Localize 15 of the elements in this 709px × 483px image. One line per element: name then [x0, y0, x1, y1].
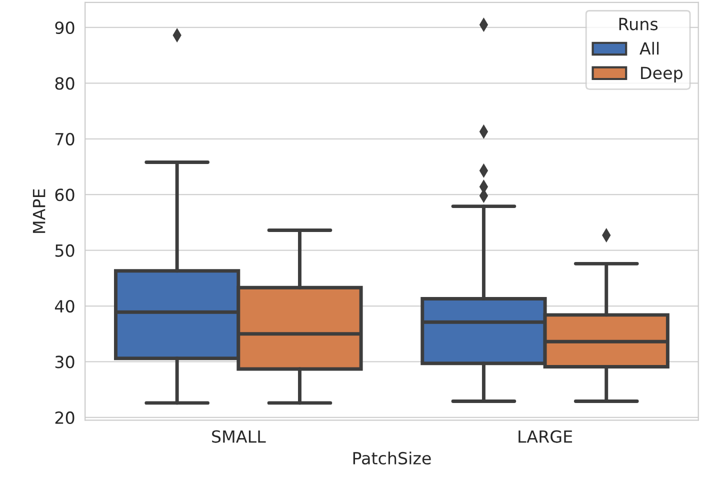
x-tick-label: SMALL [212, 430, 266, 443]
legend-label: All [640, 42, 659, 55]
y-tick-label: 20 [55, 411, 74, 424]
x-axis-title: PatchSize [353, 452, 431, 465]
x-tick-label: LARGE [518, 430, 572, 443]
legend-label: Deep [641, 66, 682, 82]
legend-title: Runs [619, 18, 658, 30]
y-axis-title: MAPE [32, 189, 46, 233]
y-tick-label: 80 [55, 77, 74, 90]
y-tick-label: 60 [55, 188, 74, 202]
y-tick-label: 40 [54, 300, 74, 313]
y-tick-label: 30 [55, 356, 74, 368]
y-tick-label: 50 [55, 244, 74, 257]
y-tick-label: 70 [56, 132, 74, 146]
y-tick-label: 90 [55, 21, 74, 34]
